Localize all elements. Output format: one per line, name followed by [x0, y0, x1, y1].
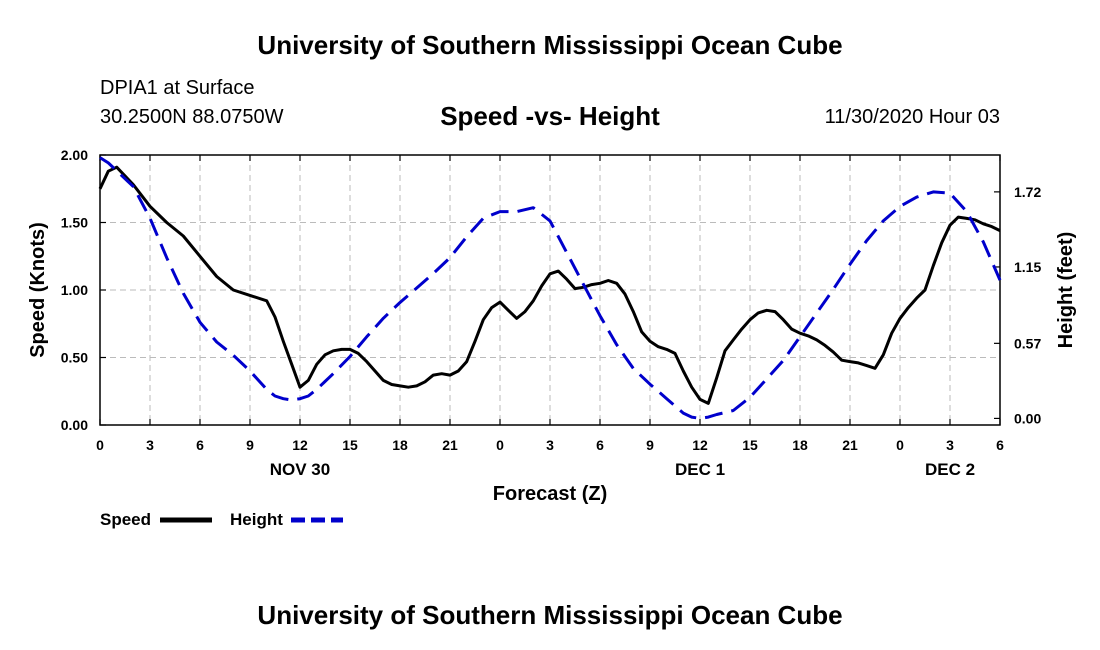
- x-tick-label: 3: [146, 437, 154, 453]
- x-axis-label: Forecast (Z): [493, 483, 607, 505]
- x-tick-label: 21: [442, 437, 458, 453]
- forecast-datetime: 11/30/2020 Hour 03: [824, 106, 1000, 128]
- x-tick-label: 18: [392, 437, 408, 453]
- x-tick-label: 9: [246, 437, 254, 453]
- series-line-speed: [98, 165, 1001, 405]
- y-left-tick-label: 0.00: [61, 417, 88, 433]
- series-line-height: [99, 156, 1002, 420]
- axis-ticks: 0 3 6 9 12 15 18 21 0 3 6 9 12 15 18 21 0 3 6 0.00 0.50 1.00 1…: [61, 147, 1042, 479]
- station-label: DPIA1 at Surface: [100, 77, 255, 99]
- x-tick-label: 6: [196, 437, 204, 453]
- legend-speed-label: Speed: [100, 510, 151, 529]
- y-left-tick-label: 1.50: [61, 215, 88, 231]
- y-left-tick-label: 1.00: [61, 282, 88, 298]
- y-axis-left-label: Speed (Knots): [27, 222, 49, 358]
- y-right-tick-label: 1.72: [1014, 184, 1041, 200]
- y-axis-right-label: Height (feet): [1055, 232, 1077, 349]
- y-right-tick-label: 0.00: [1014, 410, 1041, 426]
- day-label: NOV 30: [270, 460, 330, 479]
- y-right-tick-label: 0.57: [1014, 335, 1041, 351]
- x-tick-label: 6: [996, 437, 1004, 453]
- x-tick-label: 18: [792, 437, 808, 453]
- x-tick-label: 3: [546, 437, 554, 453]
- x-tick-label: 0: [896, 437, 904, 453]
- day-label: DEC 1: [675, 460, 725, 479]
- legend-height-label: Height: [230, 510, 283, 529]
- x-tick-label: 15: [342, 437, 358, 453]
- page-title: University of Southern Mississippi Ocean…: [257, 30, 843, 60]
- x-tick-label: 9: [646, 437, 654, 453]
- y-left-tick-label: 0.50: [61, 350, 88, 366]
- data-lines: [98, 156, 1002, 420]
- x-tick-label: 12: [292, 437, 308, 453]
- x-tick-label: 6: [596, 437, 604, 453]
- x-tick-label: 0: [96, 437, 104, 453]
- y-right-tick-label: 1.15: [1014, 259, 1041, 275]
- legend: Speed Height: [100, 510, 343, 529]
- x-tick-label: 15: [742, 437, 758, 453]
- chart-title: Speed -vs- Height: [440, 101, 660, 131]
- x-tick-label: 12: [692, 437, 708, 453]
- x-tick-label: 0: [496, 437, 504, 453]
- coordinates-label: 30.2500N 88.0750W: [100, 106, 284, 128]
- x-tick-label: 3: [946, 437, 954, 453]
- y-left-tick-label: 2.00: [61, 147, 88, 163]
- x-tick-label: 21: [842, 437, 858, 453]
- day-label: DEC 2: [925, 460, 975, 479]
- footer-title: University of Southern Mississippi Ocean…: [257, 600, 843, 630]
